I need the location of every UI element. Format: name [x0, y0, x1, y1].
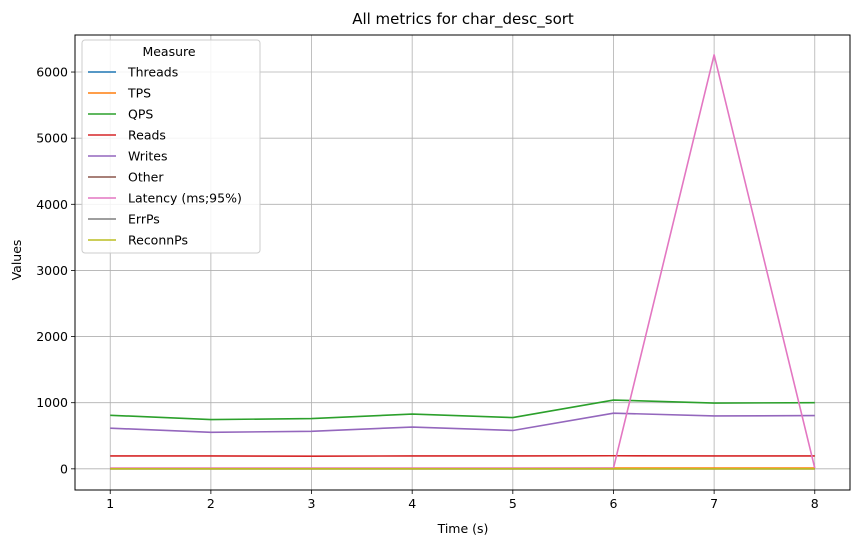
- legend-label: Threads: [127, 65, 178, 80]
- axis-ticks: 1 2 3 4 5 6 7 8 0 1000 2000 3000 4000 5000 6000: [36, 65, 819, 511]
- y-tick-label: 6000: [36, 65, 68, 80]
- legend-label: ErrPs: [128, 212, 160, 227]
- legend-label: QPS: [128, 107, 153, 122]
- legend-label: Latency (ms;95%): [128, 191, 242, 206]
- plot-frame: [74, 34, 851, 491]
- series-lines: [110, 54, 816, 470]
- x-tick-label: 6: [609, 496, 617, 511]
- legend-label: ReconnPs: [128, 233, 188, 248]
- y-tick-label: 2000: [36, 329, 68, 344]
- x-tick-label: 8: [811, 496, 819, 511]
- series-line-qps: [110, 399, 815, 421]
- legend-box: [81, 39, 261, 254]
- legend-label: Reads: [128, 128, 166, 143]
- x-tick-label: 5: [509, 496, 517, 511]
- legend-label: TPS: [127, 86, 151, 101]
- y-tick-label: 1000: [36, 395, 68, 410]
- chart-title: All metrics for char_desc_sort: [352, 10, 574, 29]
- x-tick-label: 7: [710, 496, 718, 511]
- y-axis-title: Values: [9, 240, 24, 281]
- legend-label: Writes: [128, 149, 168, 164]
- y-tick-label: 4000: [36, 197, 68, 212]
- x-tick-label: 3: [308, 496, 316, 511]
- y-tick-label: 0: [60, 461, 68, 476]
- x-tick-label: 1: [106, 496, 114, 511]
- legend-title: Measure: [142, 44, 195, 59]
- y-tick-label: 3000: [36, 263, 68, 278]
- series-line-writes: [110, 412, 815, 434]
- legend-label: Other: [128, 170, 164, 185]
- x-tick-label: 2: [207, 496, 215, 511]
- x-axis-title: Time (s): [437, 521, 489, 536]
- y-tick-label: 5000: [36, 131, 68, 146]
- legend: Measure Threads TPS QPS Reads Writes Other Late…: [81, 39, 261, 254]
- x-tick-label: 4: [408, 496, 416, 511]
